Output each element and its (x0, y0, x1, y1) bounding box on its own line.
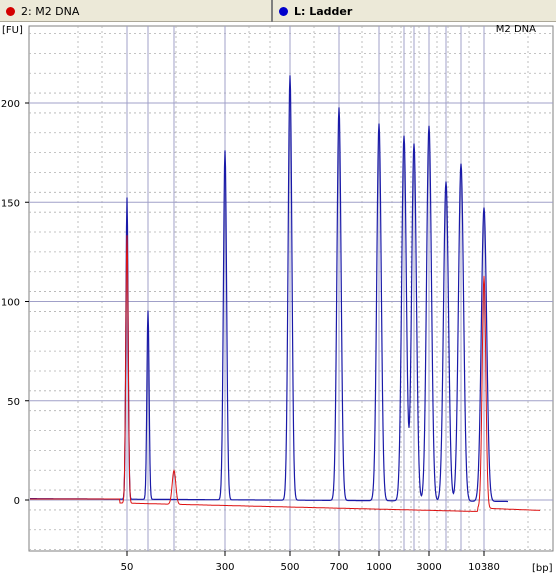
tab-separator (271, 0, 273, 22)
x-axis-label: [bp] (532, 563, 553, 574)
y-tick-label: 0 (14, 496, 20, 507)
data-marks (30, 75, 540, 512)
x-tick-label: 500 (280, 562, 299, 573)
y-tick-label: 200 (1, 99, 20, 110)
y-tick-label: 50 (7, 397, 20, 408)
x-tick-label: 1000 (366, 562, 391, 573)
sample-series-line (30, 235, 540, 512)
y-tick-label: 150 (1, 198, 20, 209)
ladder-color-dot-icon (279, 6, 288, 16)
tab-ladder[interactable]: L: Ladder (279, 0, 352, 22)
y-tick-label: 100 (1, 298, 20, 309)
chart-labels: [FU] M2 DNA [bp] 0 50 100 150 200 50 300 500 700… (1, 24, 553, 574)
x-tick-label: 300 (215, 562, 234, 573)
x-tick-label: 700 (329, 562, 348, 573)
y-axis-label: [FU] (2, 25, 23, 36)
sample-color-dot-icon (6, 6, 15, 16)
sample-tab-bar: 2: M2 DNA L: Ladder (0, 0, 556, 22)
tab-label: 2: M2 DNA (21, 4, 80, 18)
x-tick-label: 50 (121, 562, 134, 573)
x-tick-label: 3000 (416, 562, 441, 573)
x-tick-label: 10380 (468, 562, 500, 573)
chart-title: M2 DNA (496, 24, 536, 35)
tab-sample-m2-dna[interactable]: 2: M2 DNA (6, 0, 79, 22)
tab-label: L: Ladder (294, 4, 353, 18)
